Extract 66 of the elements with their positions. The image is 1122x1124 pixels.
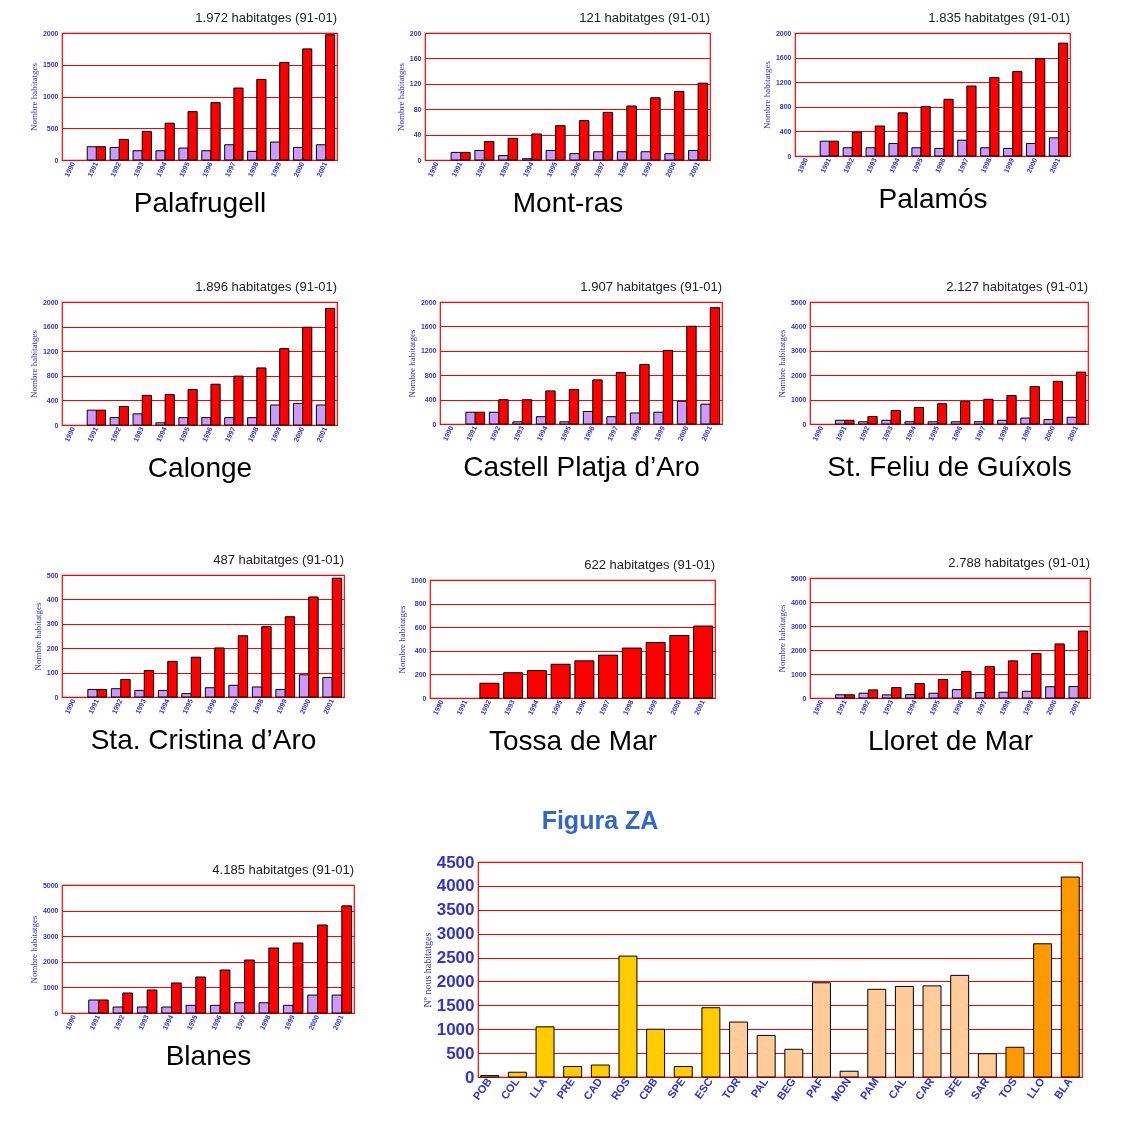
chart-title: 622 habitatges (91-01)	[584, 557, 715, 572]
y-axis-title: Nombre habitatges	[28, 914, 39, 984]
bar	[756, 1034, 776, 1078]
y-axis-title: Nombre habitatges	[776, 328, 787, 398]
chart-title: 2.788 habitatges (91-01)	[948, 555, 1090, 570]
chart-title: 2.127 habitatges (91-01)	[946, 279, 1088, 294]
y-axis-title: Nombre habitatges	[396, 604, 407, 674]
x-axis-title: Mont-ras	[512, 186, 624, 218]
bar	[507, 1071, 527, 1078]
bar	[950, 974, 970, 1078]
y-tick-label: 500	[446, 1043, 475, 1063]
y-tick-label: 1500	[436, 995, 475, 1015]
chart-title: 487 habitatges (91-01)	[213, 552, 344, 567]
x-axis-title: Palafrugell	[133, 186, 267, 218]
chart-title: 121 habitatges (91-01)	[579, 10, 710, 25]
chart-title: 1.835 habitatges (91-01)	[928, 10, 1070, 25]
x-axis-title: St. Feliu de Guíxols	[827, 450, 1072, 482]
y-axis-title: Nombre habitatges	[28, 329, 39, 399]
bar	[563, 1065, 583, 1078]
x-axis-title: Tossa de Mar	[488, 724, 658, 756]
x-axis-title: Castell Platja d’Aro	[463, 450, 700, 482]
y-tick-label: 2500	[436, 948, 475, 968]
bar	[839, 1070, 859, 1078]
bar	[894, 985, 914, 1078]
bar	[922, 985, 942, 1078]
y-tick-label: 4000	[436, 876, 475, 896]
chart-title: 1.972 habitatges (91-01)	[195, 10, 337, 25]
y-tick-label: 1000	[436, 1019, 475, 1039]
x-axis-title: Lloret de Mar	[868, 724, 1033, 756]
y-axis-title: Nombre habitatges	[776, 603, 787, 673]
bar	[784, 1048, 804, 1078]
y-axis-title: Nombre habitatges	[32, 601, 43, 671]
chart-title: 1.907 habitatges (91-01)	[580, 279, 722, 294]
y-tick-label: 2000	[436, 971, 475, 991]
y-axis-title: Nombre habitatges	[395, 62, 406, 132]
y-tick-label: 4500	[436, 852, 475, 872]
bar	[1033, 943, 1053, 1078]
bar	[479, 682, 500, 699]
y-axis-title: Nombre habitatges	[28, 62, 39, 132]
x-axis-title: Blanes	[165, 1039, 252, 1071]
y-tick-label: 3500	[436, 900, 475, 920]
x-tick-label: CAL	[885, 1075, 909, 1101]
chart-title: 4.185 habitatges (91-01)	[212, 862, 354, 877]
bar	[1005, 1046, 1025, 1078]
bar	[701, 1007, 721, 1078]
bar	[673, 1065, 693, 1078]
bar	[811, 982, 831, 1078]
bar	[618, 955, 638, 1078]
y-axis-title: Nombre habitatges	[761, 60, 772, 130]
bar	[590, 1064, 610, 1078]
x-axis-title: Palamós	[878, 182, 988, 214]
x-axis-title: Sta. Cristina d’Aro	[90, 723, 317, 755]
x-axis-title: Calonge	[147, 451, 253, 483]
y-axis-title: Nº nous habitatges	[421, 932, 433, 1008]
bar	[867, 988, 887, 1078]
bar	[977, 1053, 997, 1078]
bar	[646, 1028, 666, 1078]
x-tick-label: PAL	[748, 1075, 771, 1100]
chart-title: 1.896 habitatges (91-01)	[195, 279, 337, 294]
y-tick-label: 0	[465, 1067, 475, 1087]
bar	[1060, 876, 1080, 1078]
bar	[729, 1021, 749, 1078]
bar	[535, 1026, 555, 1078]
text: Figura ZA	[540, 806, 660, 835]
y-axis-title: Nombre habitatges	[406, 328, 417, 398]
y-tick-label: 3000	[436, 924, 475, 944]
